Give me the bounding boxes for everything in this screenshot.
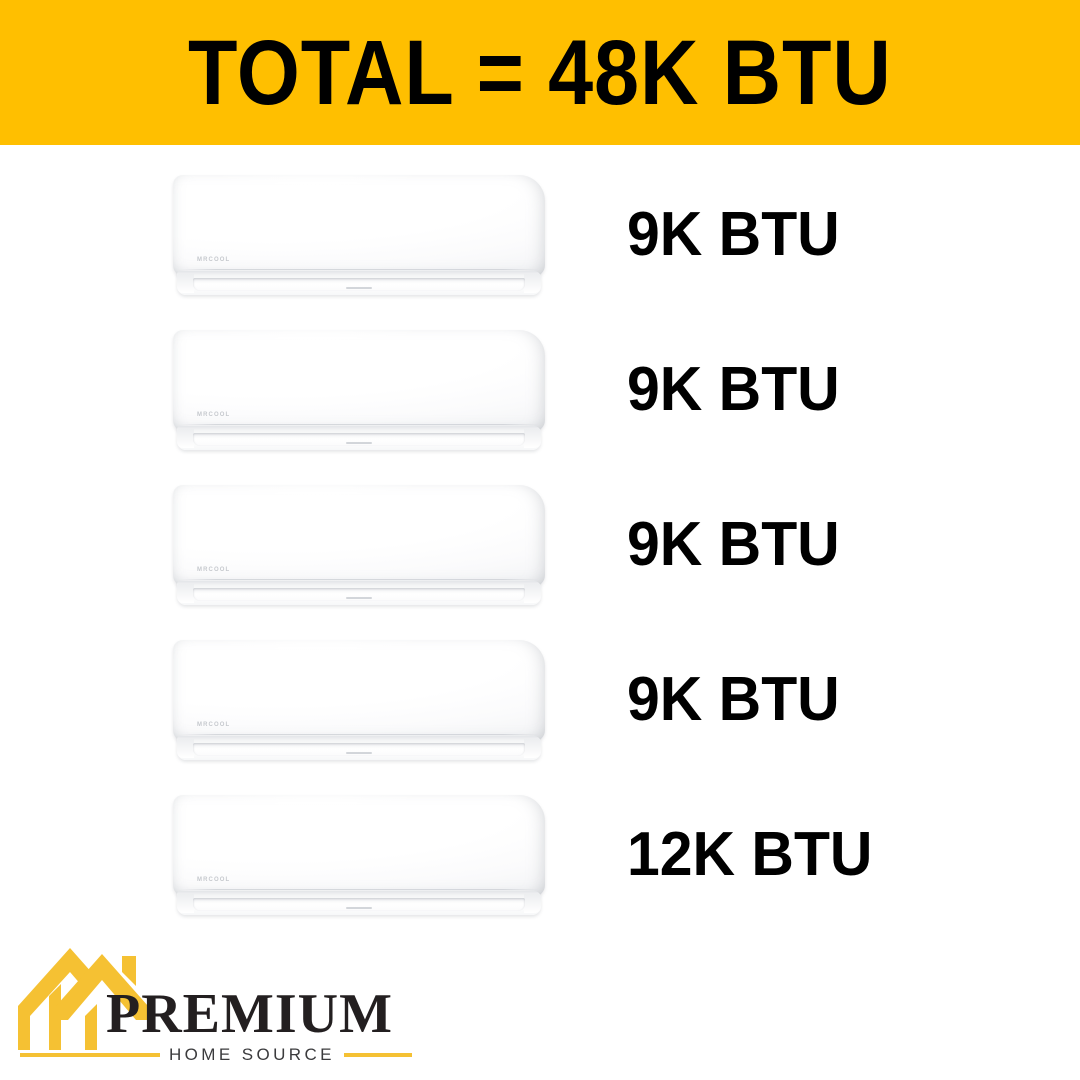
total-capacity-banner: TOTAL = 48K BTU [0, 0, 1080, 145]
unit-btu-label: 9K BTU [627, 509, 840, 579]
louver-right-cap [524, 584, 541, 603]
unit-indicator-strip [346, 752, 372, 754]
house-roof-icon [18, 948, 148, 1050]
unit-indicator-strip [346, 907, 372, 909]
louver-right-cap [524, 894, 541, 913]
unit-air-outlet-louver [177, 581, 541, 605]
logo-wordmark: PREMIUM [106, 983, 393, 1045]
unit-air-outlet-louver [177, 271, 541, 295]
unit-air-outlet-louver [177, 891, 541, 915]
mini-split-indoor-unit: MRCOOL [173, 330, 545, 450]
unit-brand-logo: MRCOOL [197, 722, 231, 728]
louver-left-cap [177, 584, 194, 603]
louver-left-cap [177, 894, 194, 913]
unit-brand-logo: MRCOOL [197, 257, 231, 263]
indoor-unit-list: MRCOOL 9K BTU MRCOOL [0, 145, 1080, 920]
unit-indicator-strip [346, 442, 372, 444]
unit-louver-vane [193, 588, 525, 601]
unit-front-panel: MRCOOL [173, 795, 545, 897]
mini-split-indoor-unit: MRCOOL [173, 795, 545, 915]
logo-tagline-row: HOME SOURCE [20, 1044, 412, 1066]
unit-front-panel: MRCOOL [173, 640, 545, 742]
louver-right-cap [524, 429, 541, 448]
unit-brand-logo: MRCOOL [197, 567, 231, 573]
unit-indicator-strip [346, 597, 372, 599]
total-capacity-title: TOTAL = 48K BTU [188, 21, 892, 124]
premium-home-source-logo: PREMIUM HOME SOURCE [18, 922, 418, 1072]
unit-louver-vane [193, 278, 525, 291]
louver-left-cap [177, 429, 194, 448]
unit-btu-label: 9K BTU [627, 199, 840, 269]
louver-left-cap [177, 739, 194, 758]
indoor-unit-row: MRCOOL 12K BTU [0, 777, 1080, 932]
unit-louver-vane [193, 898, 525, 911]
mini-split-indoor-unit: MRCOOL [173, 175, 545, 295]
unit-air-outlet-louver [177, 426, 541, 450]
indoor-unit-row: MRCOOL 9K BTU [0, 312, 1080, 467]
unit-front-panel: MRCOOL [173, 175, 545, 277]
unit-louver-vane [193, 433, 525, 446]
louver-left-cap [177, 274, 194, 293]
tagline-rule-right [343, 1053, 412, 1057]
tagline-rule-left [20, 1053, 160, 1057]
unit-front-panel: MRCOOL [173, 485, 545, 587]
unit-btu-label: 12K BTU [627, 819, 873, 889]
unit-louver-vane [193, 743, 525, 756]
mini-split-indoor-unit: MRCOOL [173, 485, 545, 605]
unit-btu-label: 9K BTU [627, 354, 840, 424]
logo-tagline: HOME SOURCE [169, 1045, 335, 1064]
louver-right-cap [524, 274, 541, 293]
unit-brand-logo: MRCOOL [197, 412, 231, 418]
unit-brand-logo: MRCOOL [197, 877, 231, 883]
mini-split-indoor-unit: MRCOOL [173, 640, 545, 760]
louver-right-cap [524, 739, 541, 758]
unit-btu-label: 9K BTU [627, 664, 840, 734]
indoor-unit-row: MRCOOL 9K BTU [0, 622, 1080, 777]
indoor-unit-row: MRCOOL 9K BTU [0, 467, 1080, 622]
unit-front-panel: MRCOOL [173, 330, 545, 432]
indoor-unit-row: MRCOOL 9K BTU [0, 157, 1080, 312]
unit-air-outlet-louver [177, 736, 541, 760]
unit-indicator-strip [346, 287, 372, 289]
